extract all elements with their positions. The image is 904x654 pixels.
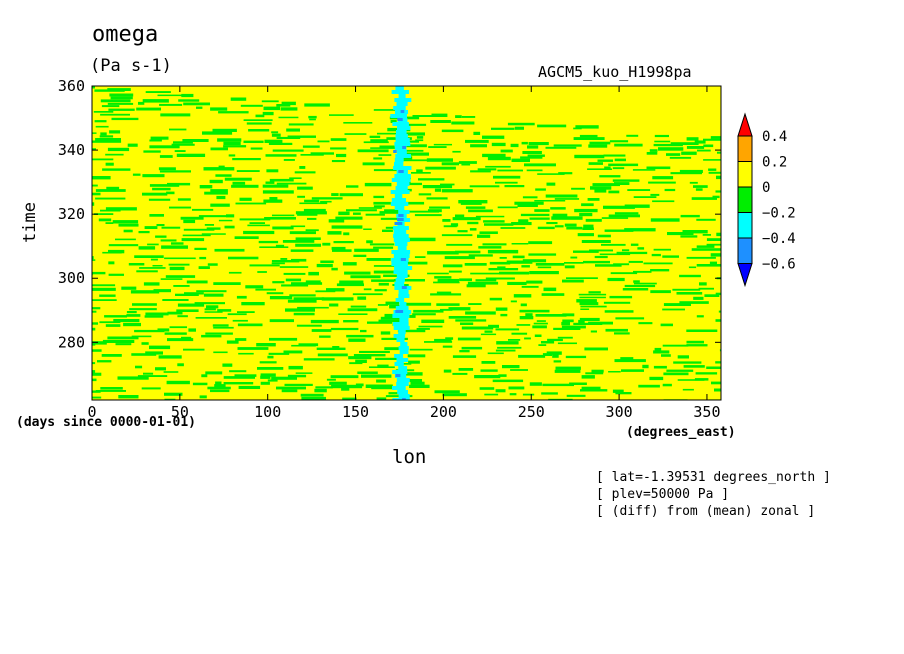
colorbar: 0.4 0.2 0 −0.2 −0.4 −0.6 xyxy=(737,112,796,288)
chart-title: omega xyxy=(92,22,159,47)
annotation-lat: [ lat=-1.39531 degrees_north ] xyxy=(596,470,831,485)
annotation-diff: [ (diff) from (mean) zonal ] xyxy=(596,504,816,519)
x-tick-label: 50 xyxy=(171,403,189,421)
y-axis: 280 300 320 340 360 xyxy=(58,77,721,351)
model-label: AGCM5_kuo_H1998pa xyxy=(538,63,692,81)
x-units-label: (degrees_east) xyxy=(626,425,736,440)
x-axis-label: lon xyxy=(392,446,427,468)
colorbar-label: 0 xyxy=(762,180,770,196)
colorbar-swatch xyxy=(737,212,753,239)
colorbar-min-arrow xyxy=(737,263,753,288)
x-tick-label: 300 xyxy=(606,403,633,421)
colorbar-swatch xyxy=(737,186,753,213)
x-tick-label: 100 xyxy=(254,403,281,421)
x-tick-label: 250 xyxy=(518,403,545,421)
y-tick-label: 340 xyxy=(58,141,85,159)
colorbar-swatch xyxy=(737,135,753,162)
x-tick-label: 200 xyxy=(430,403,457,421)
y-tick-label: 300 xyxy=(58,269,85,287)
y-tick-label: 280 xyxy=(58,333,85,351)
colorbar-max-arrow xyxy=(737,112,753,137)
y-tick-label: 360 xyxy=(58,77,85,95)
y-axis-label: time xyxy=(20,202,40,243)
time-units-label: (days since 0000-01-01) xyxy=(16,415,197,430)
x-tick-label: 150 xyxy=(342,403,369,421)
colorbar-label: 0.2 xyxy=(762,155,787,171)
chart-units: (Pa s-1) xyxy=(90,56,172,76)
colorbar-label: −0.2 xyxy=(762,206,796,222)
colorbar-label: −0.6 xyxy=(762,257,796,273)
plot-frame xyxy=(91,85,722,401)
colorbar-swatch xyxy=(737,237,753,264)
colorbar-swatch xyxy=(737,161,753,188)
contour-field xyxy=(92,86,721,400)
x-tick-label: 350 xyxy=(693,403,720,421)
colorbar-label: −0.4 xyxy=(762,231,796,247)
x-axis: 0 50 100 150 200 250 300 350 xyxy=(87,86,720,421)
y-tick-label: 320 xyxy=(58,205,85,223)
x-tick-label: 0 xyxy=(87,403,96,421)
annotation-plev: [ plev=50000 Pa ] xyxy=(596,487,730,502)
colorbar-label: 0.4 xyxy=(762,129,787,145)
